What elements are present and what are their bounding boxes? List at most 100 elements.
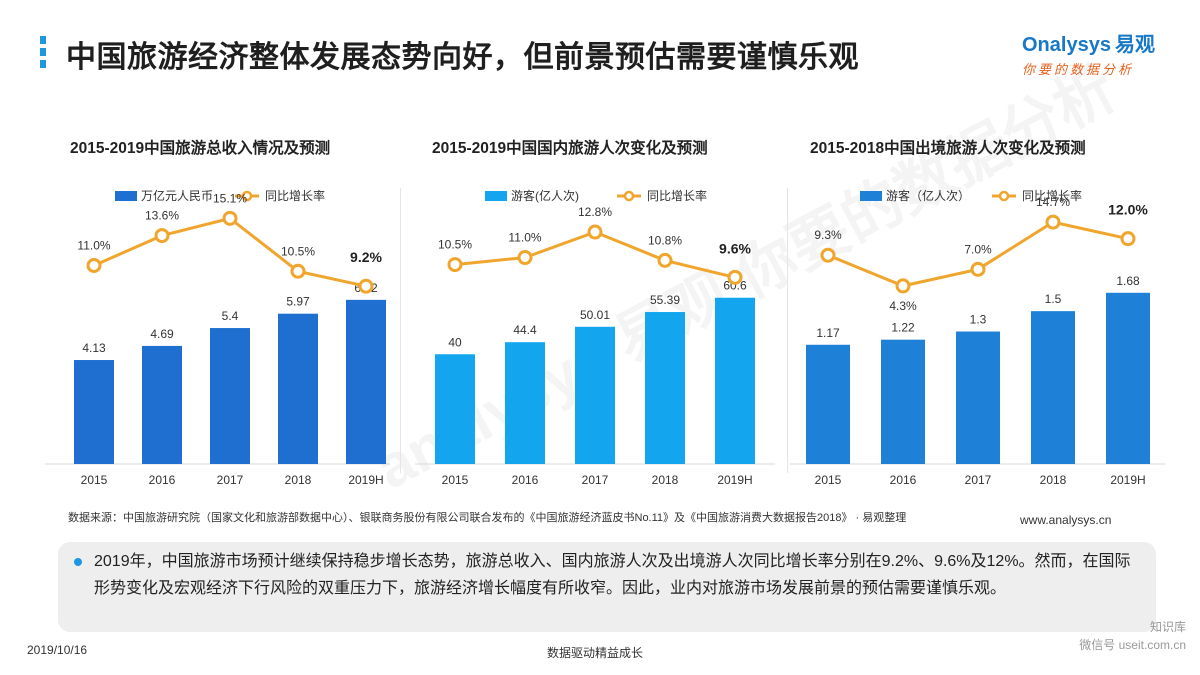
bar [881, 339, 925, 464]
growth-rate-label: 10.5% [281, 244, 315, 258]
growth-rate-point [447, 257, 463, 273]
bar-value-label: 1.22 [891, 321, 915, 335]
x-tick-label: 2017 [965, 473, 992, 487]
bar [142, 345, 182, 464]
x-tick-label: 2018 [1040, 473, 1067, 487]
legend-bar-label: 万亿元人民币 [141, 188, 213, 203]
footer-date: 2019/10/16 [27, 643, 88, 657]
legend-bar-swatch [485, 191, 507, 201]
growth-rate-point [517, 250, 533, 266]
legend-line-label: 同比增长率 [647, 188, 707, 203]
growth-rate-label: 14.7% [1036, 195, 1070, 209]
growth-rate-point [587, 224, 603, 240]
title-accent-segment [40, 60, 46, 68]
footer-slogan: 数据驱动精益成长 [547, 646, 644, 660]
x-tick-label: 2016 [149, 473, 176, 487]
bar-value-label: 55.39 [650, 293, 680, 307]
bar [715, 297, 755, 464]
growth-rate-label: 10.5% [438, 238, 472, 252]
bar-value-label: 5.97 [286, 295, 310, 309]
chart-legend: 万亿元人民币 同比增长率 [115, 188, 325, 203]
logo-en: Onalysys [1022, 34, 1111, 56]
growth-rate-line [93, 216, 367, 288]
x-tick-label: 2018 [652, 473, 679, 487]
wechat-watermark-top: 知识库 [1149, 620, 1186, 634]
growth-rate-label: 9.3% [814, 228, 842, 242]
x-tick-label: 2017 [217, 473, 244, 487]
bar-value-label: 1.17 [816, 326, 840, 340]
logo-wordmark: Onalysys 易观 [1022, 28, 1182, 57]
x-tick-label: 2016 [890, 473, 917, 487]
growth-rate-label: 10.8% [648, 233, 682, 247]
growth-rate-point [727, 269, 743, 285]
x-tick-label: 2019H [348, 473, 383, 487]
bar-value-label: 4.69 [150, 327, 174, 341]
bar-value-label: 5.4 [222, 309, 239, 323]
bar [806, 344, 850, 464]
chart2-domestic-tourists: 游客(亿人次) 同比增长率 40 2015 44.4 2016 50.01 2017 55.39… [415, 188, 775, 487]
x-tick-label: 2017 [582, 473, 609, 487]
bar-value-label: 50.01 [580, 308, 610, 322]
bar-value-label: 4.13 [82, 341, 106, 355]
legend-bar-label: 游客(亿人次) [511, 188, 579, 203]
page-title: 中国旅游经济整体发展态势向好，但前景预估需要谨慎乐观 [66, 41, 859, 74]
bar [505, 342, 545, 464]
logo-slogan: 你要的数据分析 [1022, 62, 1135, 77]
title-accent-bar [40, 36, 46, 76]
title-accent-segment [40, 36, 46, 44]
analysys-logo: Onalysys 易观 你要的数据分析 [1022, 28, 1182, 78]
logo-cn: 易观 [1114, 34, 1155, 56]
growth-rate-label: 15.1% [213, 191, 247, 205]
bar-value-label: 40 [448, 335, 462, 349]
bar [346, 299, 386, 464]
legend-line-marker [241, 190, 253, 202]
bar [575, 326, 615, 464]
x-tick-label: 2019H [1110, 473, 1145, 487]
growth-rate-point [657, 252, 673, 268]
legend-bar-swatch [860, 191, 882, 201]
x-tick-label: 2015 [442, 473, 469, 487]
bar [278, 313, 318, 464]
summary-note: 2019年，中国旅游市场预计继续保持稳步增长态势，旅游总收入、国内旅游人次及出境… [58, 542, 1156, 632]
chart1-total-revenue: 万亿元人民币 同比增长率 4.13 2015 4.69 2016 5.4 2017 5.97 20… [45, 188, 390, 487]
growth-rate-label: 12.8% [578, 205, 612, 219]
summary-text: 2019年，中国旅游市场预计继续保持稳步增长态势，旅游总收入、国内旅游人次及出境… [94, 553, 1131, 597]
legend-line-label: 同比增长率 [1022, 188, 1082, 203]
growth-rate-point [358, 278, 374, 294]
bar-value-label: 1.3 [970, 313, 987, 327]
chart1-title: 2015-2019中国旅游总收入情况及预测 [70, 140, 331, 157]
growth-rate-point [820, 247, 836, 263]
legend-line-marker [623, 190, 635, 202]
chart-divider [787, 188, 788, 473]
x-tick-label: 2015 [815, 473, 842, 487]
chart2-title: 2015-2019中国国内旅游人次变化及预测 [432, 140, 708, 157]
bar [74, 360, 114, 464]
chart-legend: 游客(亿人次) 同比增长率 [485, 188, 707, 203]
bar-value-label: 1.5 [1045, 292, 1062, 306]
growth-rate-point [86, 258, 102, 273]
growth-rate-label: 11.0% [77, 239, 110, 253]
title-accent-segment [40, 48, 46, 56]
growth-rate-label: 7.0% [964, 242, 992, 256]
growth-rate-point [1045, 214, 1061, 230]
bar [645, 312, 685, 464]
bullet-dot-icon [74, 558, 82, 566]
bar-value-label: 44.4 [513, 323, 537, 337]
chart3-title: 2015-2018中国出境旅游人次变化及预测 [810, 140, 1086, 157]
bar [1106, 292, 1150, 464]
wechat-watermark-bottom: 微信号 useit.com.cn [1079, 638, 1186, 652]
growth-rate-point [1120, 231, 1136, 247]
growth-rate-point [290, 263, 306, 279]
website-link[interactable]: www.analysys.cn [1020, 513, 1112, 527]
x-tick-label: 2015 [81, 473, 108, 487]
bar-value-label: 1.68 [1116, 274, 1140, 288]
x-tick-label: 2018 [285, 473, 312, 487]
growth-rate-label: 9.6% [719, 240, 751, 256]
growth-rate-point [222, 210, 238, 226]
bar [435, 354, 475, 464]
bar-value-label: 60.6 [723, 279, 747, 293]
wechat-watermark: 知识库 微信号 useit.com.cn [1079, 618, 1186, 654]
legend-bar-label: 游客（亿人次） [886, 188, 970, 203]
growth-rate-label: 9.2% [350, 249, 382, 265]
growth-rate-label: 4.3% [889, 299, 917, 313]
